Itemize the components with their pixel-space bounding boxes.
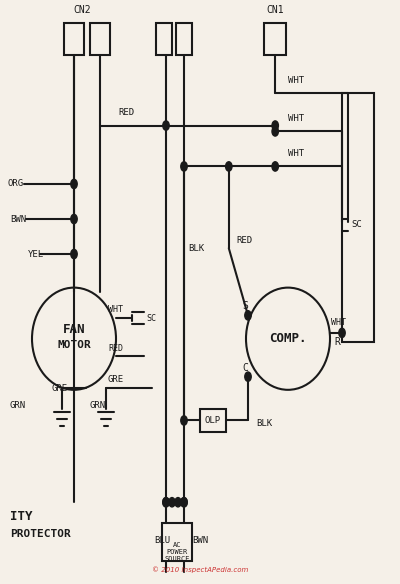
Text: CN2: CN2 xyxy=(73,5,91,15)
Circle shape xyxy=(71,249,77,259)
Text: AC
POWER
SOURCE: AC POWER SOURCE xyxy=(164,542,190,562)
Text: BWN: BWN xyxy=(192,536,208,545)
Bar xyxy=(342,93,374,342)
Text: FAN: FAN xyxy=(63,324,85,336)
Circle shape xyxy=(339,328,345,338)
Text: YEL: YEL xyxy=(28,249,44,259)
Text: MOTOR: MOTOR xyxy=(57,339,91,350)
Text: GRN: GRN xyxy=(10,401,26,411)
Text: S: S xyxy=(242,301,248,311)
Text: WHT: WHT xyxy=(108,305,123,314)
Circle shape xyxy=(181,498,187,507)
Circle shape xyxy=(169,498,175,507)
Text: GRE: GRE xyxy=(52,384,68,393)
Circle shape xyxy=(226,162,232,171)
Bar xyxy=(264,23,286,55)
Circle shape xyxy=(71,179,77,189)
Text: © 2010 InspectAPedia.com: © 2010 InspectAPedia.com xyxy=(152,566,248,573)
Circle shape xyxy=(175,498,181,507)
Bar xyxy=(176,23,192,55)
Bar xyxy=(64,23,84,55)
Text: WHT: WHT xyxy=(331,318,346,327)
Text: BLK: BLK xyxy=(256,419,272,428)
Text: WHT: WHT xyxy=(288,114,304,123)
Text: CN1: CN1 xyxy=(266,5,284,15)
Circle shape xyxy=(245,311,251,320)
Circle shape xyxy=(181,498,187,507)
Circle shape xyxy=(272,121,278,130)
Text: R: R xyxy=(334,336,340,347)
Circle shape xyxy=(272,127,278,136)
Text: PROTECTOR: PROTECTOR xyxy=(10,529,71,540)
Text: WHT: WHT xyxy=(288,149,304,158)
Text: C: C xyxy=(242,363,248,373)
Text: RED: RED xyxy=(236,237,252,245)
Bar xyxy=(200,409,226,432)
Circle shape xyxy=(71,214,77,224)
Text: GRE: GRE xyxy=(108,376,124,384)
Circle shape xyxy=(163,498,169,507)
Bar xyxy=(156,23,172,55)
Text: RED: RED xyxy=(118,108,134,117)
Text: ITY: ITY xyxy=(10,510,32,523)
Circle shape xyxy=(272,162,278,171)
Text: ORG: ORG xyxy=(8,179,24,189)
Text: WHT: WHT xyxy=(288,76,304,85)
Text: GRN: GRN xyxy=(90,401,106,411)
Text: BLK: BLK xyxy=(188,244,204,253)
Circle shape xyxy=(181,416,187,425)
Text: OLP: OLP xyxy=(205,416,221,425)
Text: RED: RED xyxy=(108,344,123,353)
Text: SC: SC xyxy=(146,314,156,323)
Text: BLU: BLU xyxy=(154,536,170,545)
Text: BWN: BWN xyxy=(10,214,26,224)
Text: COMP.: COMP. xyxy=(269,332,307,345)
Circle shape xyxy=(163,121,169,130)
Circle shape xyxy=(163,498,169,507)
Bar xyxy=(90,23,110,55)
Circle shape xyxy=(181,162,187,171)
Text: SC: SC xyxy=(351,220,362,230)
Circle shape xyxy=(245,372,251,381)
Bar xyxy=(162,523,192,561)
